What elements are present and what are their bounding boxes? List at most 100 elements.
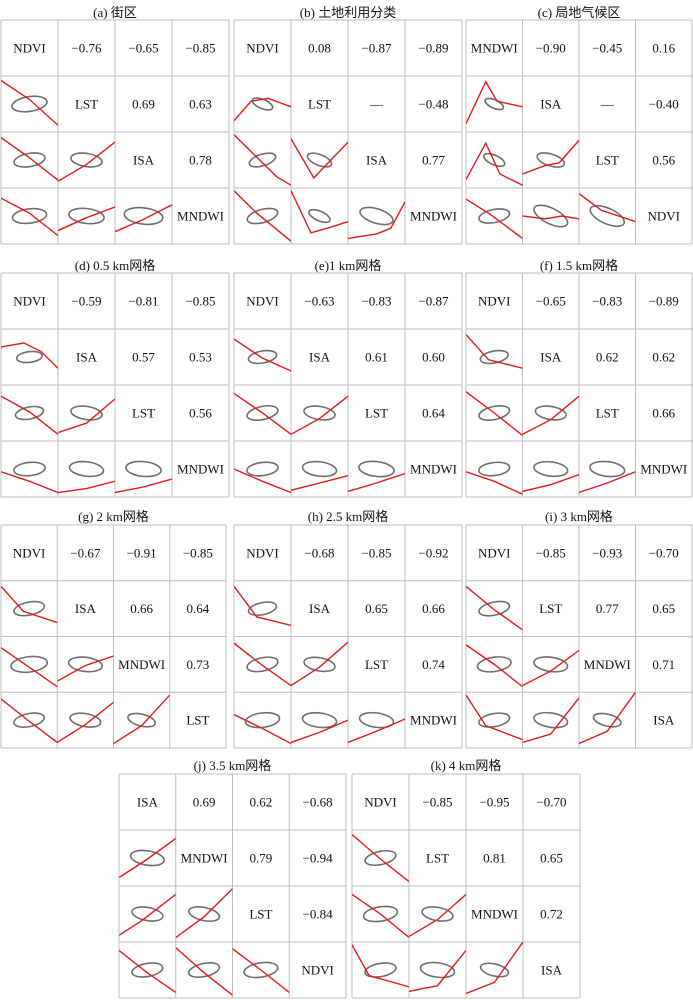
scatter-cell	[234, 190, 291, 242]
correlation-value: −0.68	[303, 795, 333, 810]
panel-title: (k) 4 km网格	[430, 758, 502, 773]
variable-label: ISA	[137, 795, 159, 810]
correlation-value: 0.72	[540, 907, 563, 922]
loess-curve	[352, 833, 409, 883]
scatter-matrix-panel: NDVI LST MNDWI ISA −0.85 −0.95 −0.70 0.81 0.65 0.…	[351, 773, 581, 999]
panel-grid	[0, 272, 230, 498]
variable-label: MNDWI	[177, 209, 224, 224]
variable-label: ISA	[540, 97, 562, 112]
scatter-cell	[522, 204, 579, 228]
loess-curve	[466, 80, 523, 124]
correlation-ellipse	[301, 711, 338, 729]
correlation-ellipse	[364, 962, 397, 978]
scatter-cell	[232, 948, 290, 993]
correlation-ellipse	[247, 349, 278, 365]
correlation-value: −0.94	[303, 851, 334, 866]
correlation-ellipse	[69, 712, 102, 728]
variable-label: LST	[308, 97, 331, 112]
correlation-value: −0.70	[536, 795, 566, 810]
correlation-value: −0.91	[127, 545, 157, 560]
panel-title: (g) 2 km网格	[78, 509, 149, 524]
loess-curve	[119, 893, 176, 936]
scatter-cell	[291, 711, 348, 744]
correlation-value: −0.93	[592, 545, 622, 560]
correlation-ellipse	[188, 961, 221, 979]
scatter-cell	[58, 398, 115, 434]
correlation-ellipse	[125, 460, 162, 478]
correlation-ellipse	[131, 906, 164, 922]
correlation-value: 0.66	[422, 601, 445, 616]
scatter-cell	[466, 585, 523, 631]
panel-title: (j) 3.5 km网格	[193, 758, 272, 773]
loess-curve	[466, 471, 523, 495]
loess-curve	[522, 395, 579, 435]
correlation-value: 0.62	[250, 795, 273, 810]
panel-title: (b) 土地利用分类	[299, 5, 397, 20]
correlation-value: 0.66	[652, 406, 675, 421]
correlation-ellipse	[362, 905, 399, 923]
scatter-cell	[522, 460, 579, 493]
correlation-value: −0.85	[361, 545, 391, 560]
variable-label: MNDWI	[177, 462, 224, 477]
correlation-ellipse	[246, 656, 279, 673]
correlation-value: −0.40	[649, 97, 679, 112]
loess-curve	[522, 697, 579, 744]
correlation-value: 0.65	[652, 601, 675, 616]
scatter-cell	[348, 201, 405, 240]
scatter-cell	[119, 893, 176, 936]
correlation-ellipse	[68, 460, 105, 478]
variable-label: LST	[596, 406, 619, 421]
loess-curve	[115, 478, 172, 494]
correlation-ellipse	[246, 404, 279, 422]
variable-label: NDVI	[13, 545, 46, 560]
correlation-ellipse	[13, 152, 46, 168]
correlation-value: 0.71	[652, 657, 675, 672]
variable-label: LST	[539, 601, 562, 616]
correlation-ellipse	[478, 208, 511, 224]
variable-label: LST	[75, 97, 98, 112]
loess-curve	[57, 655, 114, 682]
scatter-cell	[234, 461, 291, 494]
correlation-value: 0.77	[422, 153, 445, 168]
scatter-matrix-panel: NDVI ISA LST MNDWI −0.59 −0.81 −0.85 0.57 0.53 0.…	[0, 272, 230, 498]
scatter-cell	[466, 942, 523, 995]
loess-curve	[58, 141, 115, 182]
scatter-cell	[466, 391, 523, 436]
scatter-cell	[234, 338, 291, 372]
correlation-value: 0.79	[250, 851, 273, 866]
scatter-cell	[1, 461, 58, 494]
variable-label: NDVI	[478, 294, 511, 309]
correlation-ellipse	[123, 206, 164, 226]
variable-label: LST	[249, 907, 272, 922]
loess-curve	[348, 201, 405, 240]
panel-grid	[233, 19, 463, 245]
loess-curve	[522, 215, 579, 220]
correlation-value: 0.63	[189, 97, 212, 112]
variable-label: NDVI	[478, 545, 511, 560]
loess-curve	[466, 391, 523, 436]
loess-curve	[1, 395, 58, 435]
loess-curve	[1, 585, 58, 624]
scatter-cell	[348, 460, 405, 493]
variable-label: LST	[596, 153, 619, 168]
correlation-ellipse	[248, 152, 277, 168]
loess-curve	[175, 947, 233, 996]
scatter-cell	[522, 697, 579, 744]
variable-label: ISA	[133, 153, 155, 168]
scatter-cell	[57, 655, 114, 682]
correlation-value: −0.76	[71, 41, 102, 56]
loess-curve	[234, 642, 291, 687]
correlation-ellipse	[247, 601, 278, 616]
variable-label: ISA	[309, 601, 331, 616]
variable-label: NDVI	[246, 545, 279, 560]
correlation-ellipse	[303, 656, 336, 673]
variable-label: ISA	[540, 350, 562, 365]
correlation-value: 0.69	[193, 795, 216, 810]
loess-curve	[58, 206, 115, 232]
correlation-ellipse	[70, 152, 103, 168]
correlation-value: 0.57	[132, 350, 155, 365]
correlation-ellipse	[589, 204, 626, 228]
panel-grid	[0, 524, 227, 749]
correlation-value: −0.85	[536, 545, 566, 560]
correlation-value: 0.66	[130, 601, 153, 616]
